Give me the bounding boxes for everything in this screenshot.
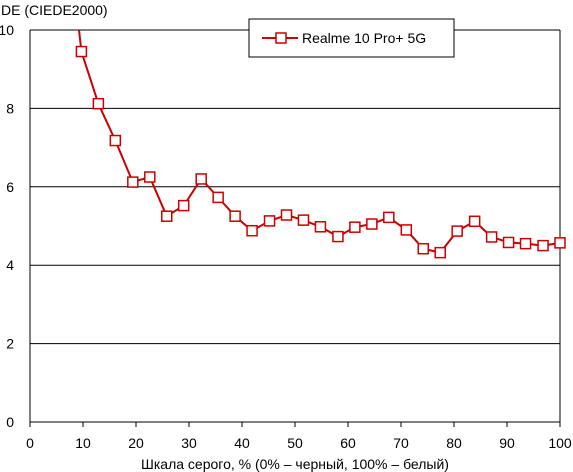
y-tick-labels: 0 2 4 6 8 10 xyxy=(0,22,14,430)
y-tick-label: 0 xyxy=(6,414,14,430)
data-point-marker xyxy=(502,236,515,249)
x-tick-label: 80 xyxy=(446,435,462,451)
data-point-marker xyxy=(400,224,413,236)
x-axis-title: Шкала серого, % (0% – черный, 100% – бел… xyxy=(141,456,449,472)
data-point-marker xyxy=(297,214,310,226)
data-point-marker xyxy=(417,242,430,255)
data-point-marker xyxy=(109,134,122,147)
y-axis-title: DE (CIEDE2000) xyxy=(1,2,108,18)
x-tick-label: 10 xyxy=(75,435,91,451)
data-point-marker xyxy=(127,176,139,188)
y-tick-label: 2 xyxy=(6,336,14,352)
data-point-marker xyxy=(537,239,549,252)
y-tick-label: 10 xyxy=(0,22,14,38)
x-tick-label: 90 xyxy=(499,435,515,451)
data-point-marker xyxy=(434,246,446,259)
data-point-marker xyxy=(349,221,361,233)
axes xyxy=(29,30,561,427)
y-tick-label: 8 xyxy=(6,100,14,116)
data-point-marker xyxy=(383,211,395,224)
data-point-marker xyxy=(280,209,293,221)
legend-label: Realme 10 Pro+ 5G xyxy=(302,30,426,46)
legend-marker xyxy=(275,32,287,44)
data-point-marker xyxy=(144,171,156,183)
data-point-marker xyxy=(92,97,105,110)
marker-group xyxy=(75,45,566,259)
data-point-marker xyxy=(212,191,224,204)
data-point-marker xyxy=(75,45,88,58)
x-tick-label: 20 xyxy=(128,435,144,451)
data-point-marker xyxy=(195,173,207,185)
data-point-marker xyxy=(451,225,463,237)
data-point-marker xyxy=(263,215,276,227)
data-point-marker xyxy=(485,231,498,243)
x-tick-label: 50 xyxy=(287,435,303,451)
x-tick-label: 30 xyxy=(181,435,197,451)
data-point-marker xyxy=(332,230,344,243)
data-point-marker xyxy=(229,210,241,222)
data-point-marker xyxy=(314,221,327,233)
x-tick-label: 60 xyxy=(340,435,356,451)
data-point-marker xyxy=(468,215,481,228)
data-point-marker xyxy=(246,224,258,237)
data-point-marker xyxy=(554,237,566,249)
data-point-marker xyxy=(177,199,190,212)
x-tick-label: 40 xyxy=(234,435,250,451)
x-tick-label: 0 xyxy=(26,435,34,451)
x-tick-labels: 0 10 20 30 40 50 60 70 80 90 100 xyxy=(26,435,572,451)
data-point-marker xyxy=(366,218,378,230)
x-tick-label: 70 xyxy=(393,435,409,451)
legend: Realme 10 Pro+ 5G xyxy=(248,18,455,58)
x-tick-label: 100 xyxy=(548,435,572,451)
data-point-marker xyxy=(160,210,173,222)
data-point-marker xyxy=(519,237,532,250)
y-tick-label: 4 xyxy=(6,257,14,273)
y-tick-label: 6 xyxy=(6,179,14,195)
